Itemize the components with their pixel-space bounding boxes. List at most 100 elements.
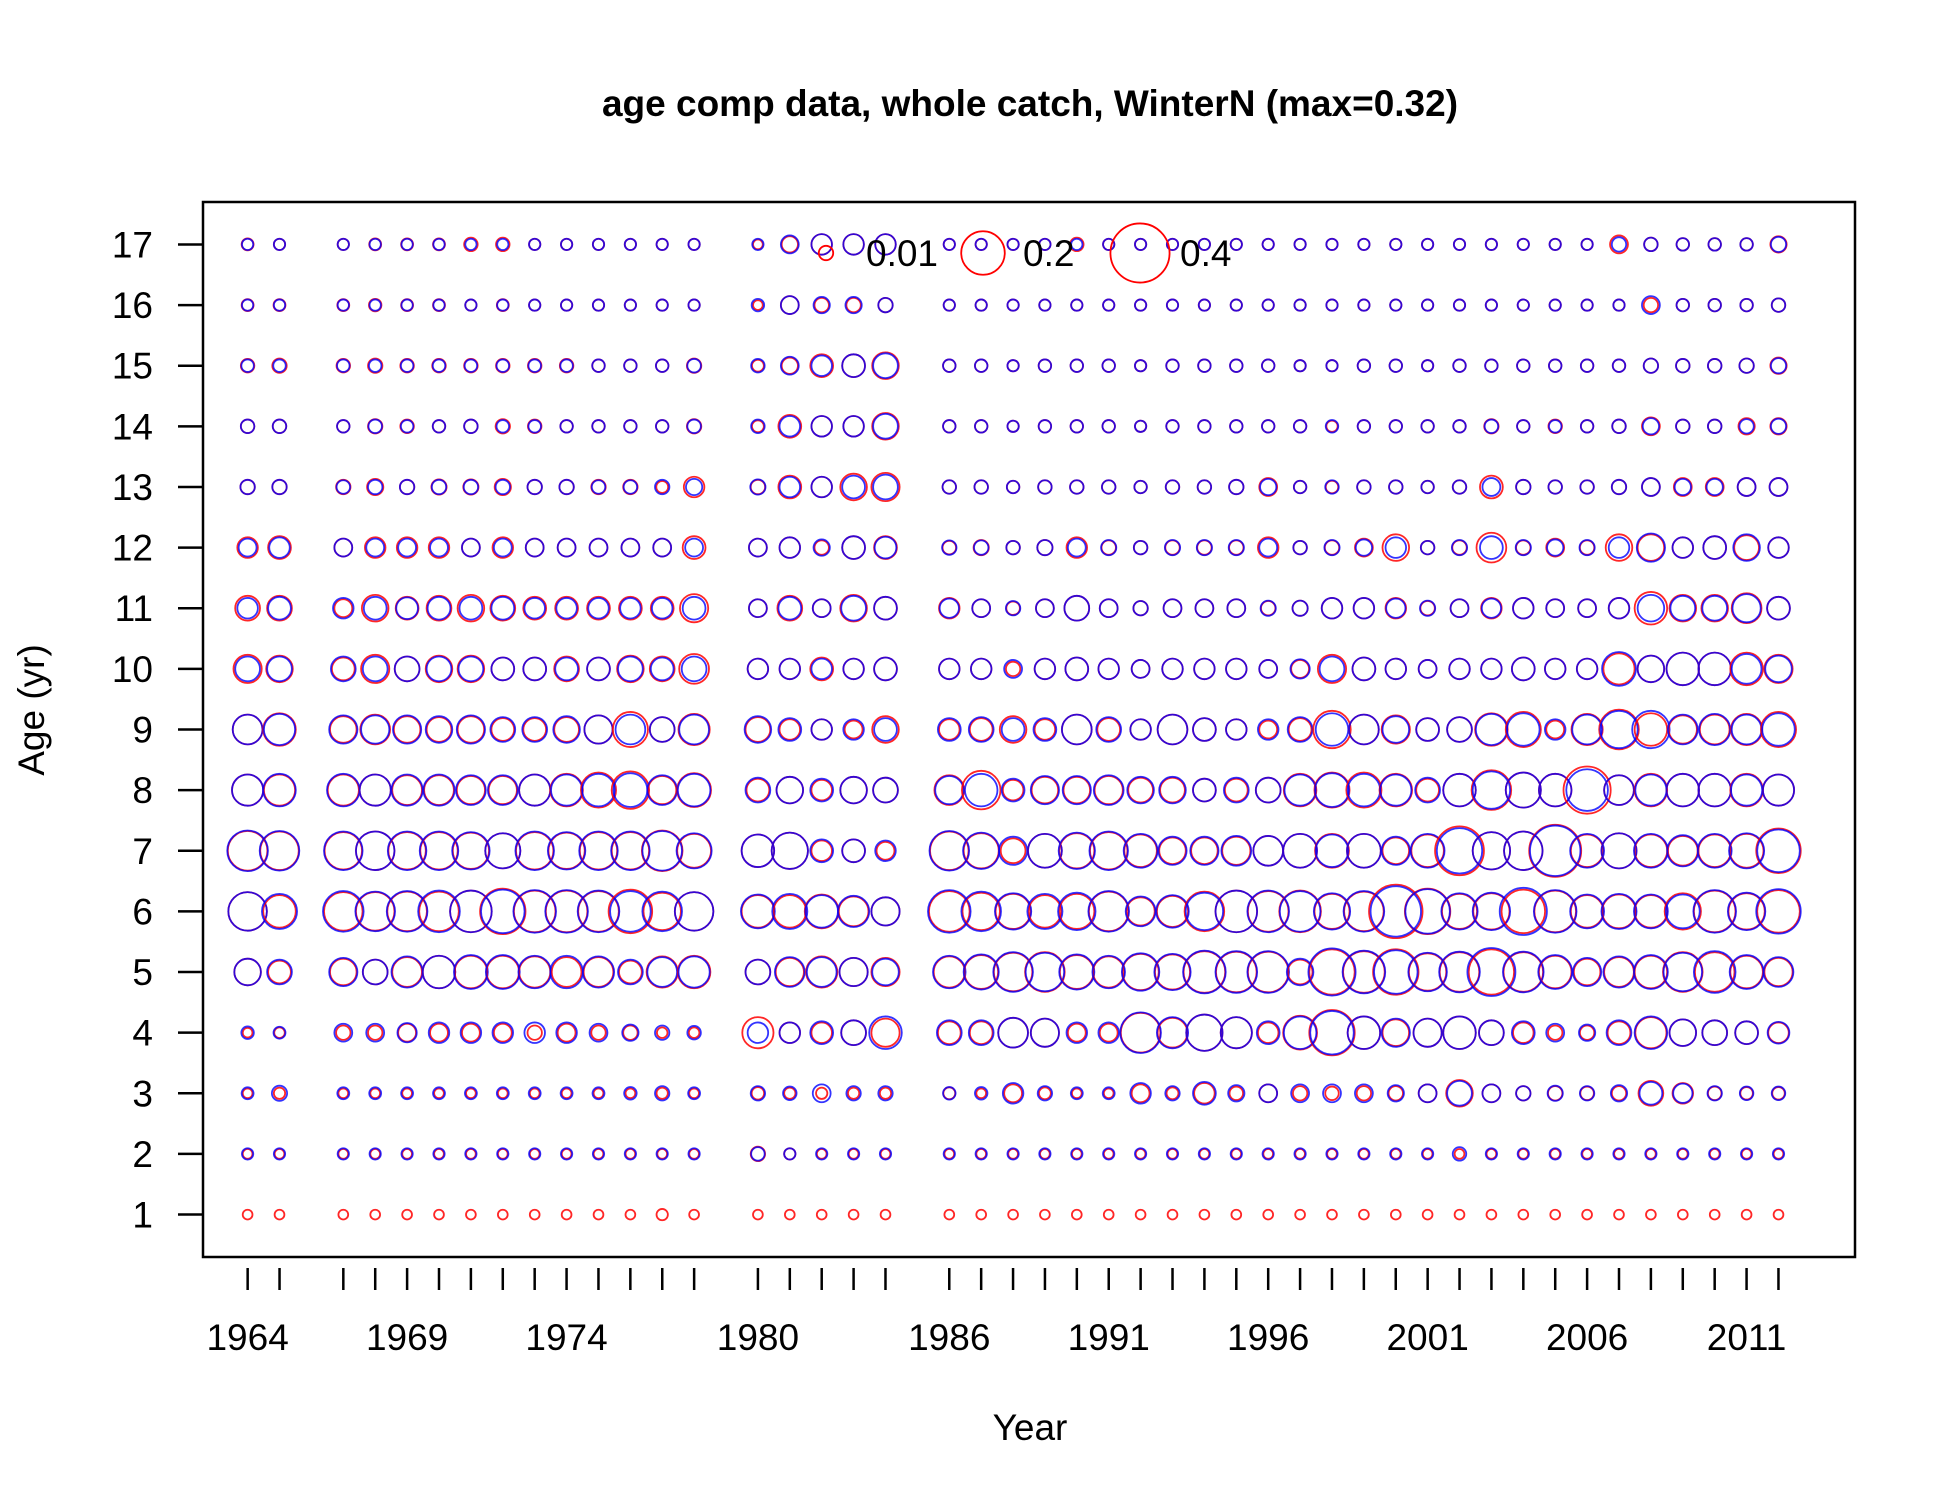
- observed-point: [418, 890, 460, 933]
- expected-point: [1097, 657, 1120, 681]
- observed-point: [360, 653, 391, 684]
- expected-point: [1356, 419, 1372, 434]
- observed-point: [1756, 889, 1801, 934]
- expected-point: [1357, 298, 1371, 312]
- expected-point: [1389, 1147, 1403, 1161]
- expected-point: [431, 358, 447, 373]
- expected-point: [870, 896, 901, 927]
- observed-point: [624, 1087, 637, 1100]
- expected-point: [1607, 597, 1631, 620]
- expected-point: [805, 956, 838, 988]
- expected-point: [1197, 358, 1212, 373]
- observed-point: [487, 775, 518, 806]
- expected-point: [267, 595, 292, 621]
- expected-point: [1675, 358, 1691, 374]
- expected-point: [1165, 298, 1180, 312]
- expected-point: [1644, 1147, 1658, 1161]
- expected-point: [1516, 419, 1531, 434]
- expected-point: [1611, 358, 1627, 373]
- observed-point: [678, 653, 710, 685]
- chart-title: age comp data, whole catch, WinterN (max…: [602, 83, 1458, 124]
- expected-point: [1388, 358, 1403, 373]
- observed-point: [497, 1087, 509, 1100]
- observed-point: [1470, 769, 1513, 811]
- expected-point: [1356, 358, 1372, 373]
- expected-point: [1102, 237, 1116, 251]
- observed-point: [1004, 660, 1022, 678]
- observed-point: [1415, 777, 1440, 803]
- expected-point: [451, 831, 491, 871]
- observed-point: [494, 418, 511, 435]
- expected-point: [1134, 359, 1148, 373]
- expected-point: [1726, 891, 1767, 932]
- expected-point: [1098, 598, 1119, 619]
- expected-point: [1404, 888, 1451, 935]
- observed-point: [1602, 652, 1636, 686]
- expected-point: [1102, 1147, 1116, 1161]
- expected-point: [368, 298, 382, 312]
- expected-point: [1481, 477, 1502, 497]
- expected-point: [1259, 477, 1278, 497]
- expected-point: [1705, 477, 1724, 497]
- expected-point: [810, 475, 833, 499]
- expected-point: [1134, 1147, 1148, 1161]
- observed-point: [241, 1087, 254, 1100]
- expected-point: [1006, 359, 1020, 373]
- expected-point: [1006, 1147, 1020, 1161]
- expected-point: [1633, 954, 1669, 990]
- expected-point: [1605, 1019, 1633, 1046]
- observed-point: [1467, 948, 1516, 996]
- expected-point: [743, 715, 773, 744]
- expected-point: [1006, 298, 1020, 312]
- expected-point: [837, 894, 871, 928]
- observed-point: [1166, 1208, 1179, 1221]
- expected-point: [1165, 358, 1180, 373]
- expected-point: [588, 1022, 609, 1043]
- expected-point: [1005, 479, 1021, 495]
- observed-point: [367, 357, 384, 374]
- expected-point: [1194, 598, 1215, 619]
- expected-point: [417, 889, 461, 934]
- expected-point: [1037, 479, 1053, 495]
- observed-point: [783, 1086, 797, 1100]
- observed-point: [1504, 711, 1542, 748]
- expected-point: [750, 297, 766, 313]
- expected-point: [874, 233, 897, 256]
- expected-point: [1511, 1020, 1536, 1045]
- y-tick-label: 17: [112, 224, 153, 265]
- expected-point: [1707, 418, 1723, 434]
- observed-point: [1485, 1208, 1498, 1221]
- observed-point: [1740, 1208, 1753, 1221]
- observed-point: [592, 1087, 605, 1100]
- expected-point: [1261, 358, 1276, 373]
- expected-point: [1254, 776, 1282, 804]
- expected-point: [354, 890, 396, 933]
- observed-point: [1763, 956, 1794, 988]
- observed-point: [1381, 533, 1410, 562]
- expected-point: [1600, 832, 1638, 870]
- expected-point: [1511, 656, 1536, 682]
- expected-point: [1380, 835, 1411, 866]
- expected-point: [1602, 955, 1636, 989]
- expected-point: [512, 889, 557, 934]
- expected-point: [1293, 359, 1307, 373]
- observed-point: [369, 1208, 381, 1221]
- expected-point: [1384, 536, 1407, 559]
- expected-point: [1578, 539, 1596, 557]
- expected-point: [655, 298, 669, 312]
- expected-point: [1415, 717, 1440, 742]
- expected-point: [1448, 657, 1471, 681]
- expected-point: [1572, 956, 1603, 988]
- observed-point: [870, 471, 901, 503]
- expected-point: [778, 536, 801, 559]
- expected-point: [1419, 539, 1436, 556]
- observed-point: [975, 1087, 987, 1100]
- expected-point: [1155, 894, 1190, 929]
- expected-point: [623, 298, 637, 312]
- expected-point: [1708, 1147, 1722, 1161]
- expected-point: [266, 655, 293, 683]
- expected-point: [974, 298, 988, 312]
- expected-point: [623, 237, 637, 251]
- expected-point: [1293, 1147, 1307, 1161]
- expected-point: [1132, 600, 1149, 617]
